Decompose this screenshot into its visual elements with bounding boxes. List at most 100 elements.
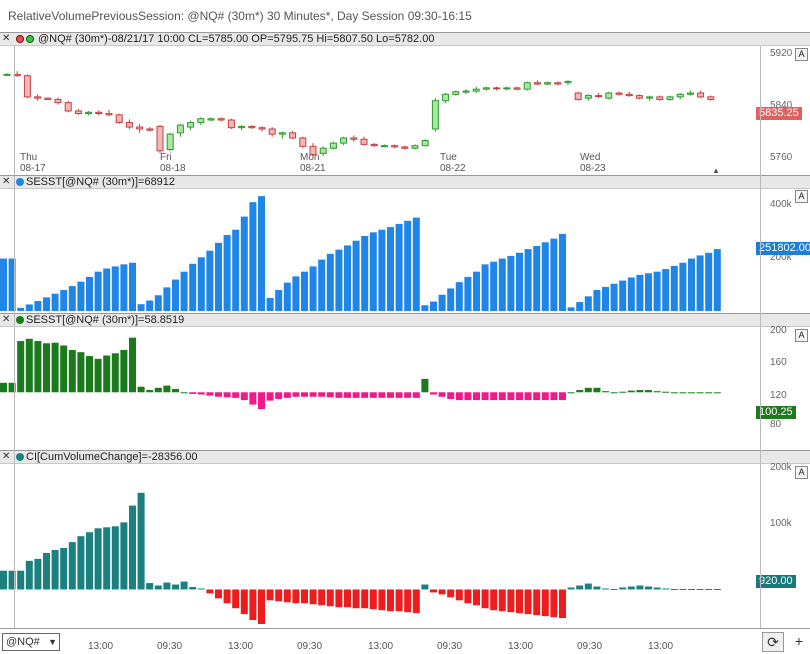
sesst-pct-bar bbox=[86, 356, 93, 393]
sesst-pct-bar bbox=[369, 392, 377, 398]
sesst-pct-bar bbox=[146, 390, 154, 393]
price-candle bbox=[34, 94, 42, 101]
time-tick: 13:00 bbox=[228, 641, 254, 652]
sesst-volume-bar bbox=[490, 261, 498, 311]
sesst-pct-bar bbox=[309, 392, 317, 397]
sesst-pct-bar bbox=[593, 387, 601, 393]
cumvol-bar bbox=[223, 589, 231, 604]
sesst-pct-bar bbox=[335, 392, 343, 398]
cumvol-bar bbox=[541, 589, 549, 617]
series-dot-icon bbox=[16, 316, 24, 324]
window-titlebar: RelativeVolumePreviousSession: @NQ# (30m… bbox=[0, 0, 810, 32]
cumvol-chart[interactable] bbox=[0, 464, 760, 628]
autoscale-button[interactable]: A bbox=[795, 466, 808, 479]
cumvol-bar bbox=[344, 589, 351, 608]
cum-ytick: 100k bbox=[770, 518, 792, 529]
price-pane[interactable]: ✕ @NQ# (30m*)-08/21/17 10:00 CL=5785.00 … bbox=[0, 32, 810, 175]
date-label-fri: Fri 08-18 bbox=[160, 152, 186, 174]
cumvol-bar bbox=[705, 588, 713, 590]
price-candle bbox=[217, 117, 225, 122]
sesst-volume-bar bbox=[412, 217, 420, 311]
sesst-volume-bar bbox=[352, 240, 360, 311]
sesst-volume-bar bbox=[438, 294, 446, 311]
cumvol-bar bbox=[524, 589, 532, 615]
price-candle bbox=[544, 81, 552, 86]
sesst-pct-bar bbox=[51, 342, 59, 393]
sesst-volume-chart[interactable] bbox=[0, 189, 760, 313]
refresh-button[interactable]: ⟳ bbox=[762, 632, 784, 652]
pct-ytick: 80 bbox=[770, 419, 782, 430]
sesst-volume-bar bbox=[593, 290, 601, 311]
cumvol-bar bbox=[77, 536, 85, 590]
close-icon[interactable]: ✕ bbox=[2, 314, 11, 325]
autoscale-button[interactable]: A bbox=[795, 190, 808, 203]
sesst-volume-bar bbox=[335, 249, 343, 311]
cumvol-bar bbox=[34, 558, 42, 590]
sesst-pct-bar bbox=[60, 345, 68, 393]
sesst-pct-bar bbox=[129, 337, 136, 393]
cumvol-bar bbox=[352, 589, 360, 609]
symbol-select[interactable]: @NQ# ▼ bbox=[2, 633, 60, 651]
price-candle bbox=[584, 94, 592, 101]
cumvol-bar bbox=[172, 584, 179, 590]
cumvol-bar bbox=[197, 588, 205, 590]
sesst-volume-bar bbox=[0, 258, 7, 311]
cumvol-bar bbox=[8, 570, 16, 590]
sesst-pct-chart[interactable] bbox=[0, 327, 760, 450]
sesst-pct-pane[interactable]: ✕ SESST[@NQ# (30m*)]=58.8519 A 200 160 1… bbox=[0, 313, 810, 450]
cumvol-pane[interactable]: ✕ CI[CumVolumeChange]=-28356.00 A 200k 1… bbox=[0, 450, 810, 628]
vol-ytick: 200k bbox=[770, 252, 792, 263]
cumvol-bar bbox=[516, 589, 523, 614]
price-candle bbox=[595, 93, 603, 99]
sesst-pct-bar bbox=[447, 392, 455, 399]
price-candle bbox=[656, 95, 664, 101]
sesst-volume-bar bbox=[507, 255, 515, 311]
sesst-volume-bar bbox=[662, 269, 670, 311]
sesst-volume-bar bbox=[688, 258, 695, 311]
price-candle bbox=[299, 136, 307, 149]
price-candle bbox=[442, 93, 450, 104]
add-button[interactable]: + bbox=[790, 632, 808, 652]
sesst-volume-bar bbox=[34, 301, 42, 311]
cumvol-bar bbox=[249, 589, 257, 621]
sesst-volume-bar bbox=[60, 290, 68, 311]
sesst-volume-bar bbox=[129, 262, 136, 311]
sesst-volume-bar bbox=[223, 234, 231, 311]
close-icon[interactable]: ✕ bbox=[2, 176, 11, 187]
sesst-pct-bar bbox=[154, 387, 162, 393]
sesst-volume-bar bbox=[77, 281, 85, 311]
sesst-pct-bar bbox=[524, 392, 532, 401]
sesst-volume-bar bbox=[404, 220, 412, 311]
price-chart[interactable] bbox=[0, 46, 760, 175]
time-tick: 09:30 bbox=[297, 641, 323, 652]
sesst-pct-bar bbox=[412, 392, 420, 398]
cumvol-bar bbox=[60, 548, 68, 590]
price-candle bbox=[676, 93, 684, 100]
sesst-volume-pane[interactable]: ✕ SESST[@NQ# (30m*)]=68912 A 400k 200k 2… bbox=[0, 175, 810, 313]
sesst-pct-bar bbox=[206, 392, 214, 396]
price-candle bbox=[360, 136, 368, 146]
sesst-volume-bar bbox=[627, 277, 635, 311]
close-icon[interactable]: ✕ bbox=[2, 33, 11, 44]
cumvol-bar bbox=[206, 589, 214, 594]
sesst-volume-bar bbox=[146, 300, 154, 311]
price-candle bbox=[574, 91, 582, 101]
close-icon[interactable]: ✕ bbox=[2, 451, 11, 462]
sesst-pct-bar bbox=[189, 392, 197, 394]
sesst-volume-bar bbox=[283, 282, 291, 311]
cumvol-bar bbox=[283, 589, 291, 603]
cumvol-bar bbox=[378, 589, 386, 611]
sesst-pct-bar bbox=[438, 392, 446, 397]
sesst-pct-bar bbox=[215, 392, 222, 397]
autoscale-button[interactable]: A bbox=[795, 48, 808, 61]
time-tick: 09:30 bbox=[157, 641, 183, 652]
refresh-icon: ⟳ bbox=[767, 634, 779, 650]
sesst-pct-bar bbox=[275, 392, 283, 399]
cumvol-bar bbox=[258, 589, 265, 624]
autoscale-button[interactable]: A bbox=[795, 329, 808, 342]
sesst-volume-bar bbox=[103, 268, 111, 311]
sesst-pct-bar bbox=[636, 390, 644, 393]
price-dot-icon-2 bbox=[26, 35, 34, 43]
price-candle bbox=[85, 111, 93, 116]
sesst-volume-bar bbox=[369, 232, 377, 311]
